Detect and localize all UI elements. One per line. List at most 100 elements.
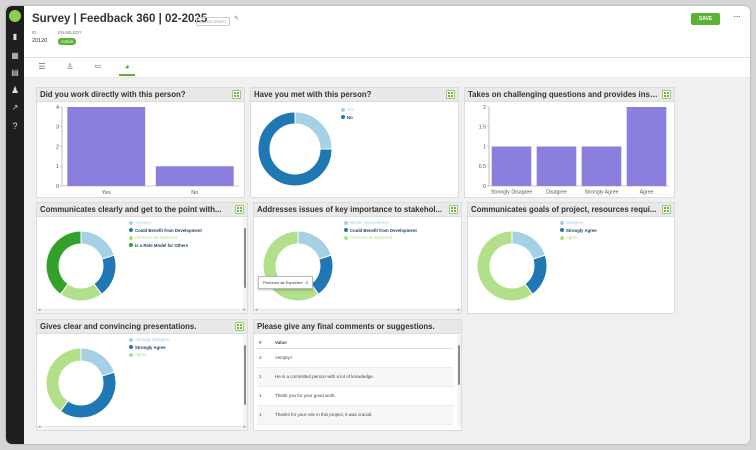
x-tick-label: No: [191, 190, 198, 196]
page-title: Survey | Feedback 360 | 02-2025: [32, 13, 208, 25]
x-tick-label: Strongly Disagree: [491, 190, 532, 196]
column-header: Value: [275, 337, 453, 349]
horizontal-scrollbar[interactable]: [37, 424, 247, 430]
chart-legend: Strongly Disagree Strongly Agree Agree: [129, 336, 169, 359]
scrollbar-thumb[interactable]: [458, 345, 460, 385]
bar-chart-icon[interactable]: ▮: [12, 32, 18, 41]
donut-slice: [80, 347, 115, 377]
card-header: Have you met with this person?: [251, 88, 458, 102]
legend-label: Performs as Expected: [135, 235, 178, 241]
legend-item[interactable]: Agree: [560, 234, 597, 242]
chart-card: Gives clear and convincing presentations…: [36, 319, 248, 431]
chart-legend: <empty> Could Benefit from Development Per…: [129, 219, 202, 249]
tab-numbered-list[interactable]: ≔: [90, 62, 106, 76]
legend-item[interactable]: Agree: [129, 351, 169, 359]
legend-item[interactable]: Could Benefit from Development: [129, 227, 202, 235]
legend-swatch: [129, 337, 133, 342]
tab-people[interactable]: ♙: [62, 62, 78, 76]
donut-slice: [80, 230, 115, 260]
card-header: Communicates goals of project, resources…: [468, 203, 674, 217]
chart-legend: Needs Improvement Could Benefit from Deve…: [344, 219, 417, 242]
legend-label: Strongly Disagree: [135, 337, 170, 343]
donut-chart: [476, 230, 548, 302]
legend-item[interactable]: <empty>: [129, 219, 202, 227]
scrollbar-thumb[interactable]: [244, 345, 246, 405]
legend-item[interactable]: Needs Improvement: [344, 219, 417, 227]
donut-slice: [45, 347, 82, 413]
tab-charts[interactable]: ◕: [119, 62, 135, 76]
id-label: ID: [32, 30, 37, 35]
left-nav-rail: ▮ ▦ ▤ ♟ ↗ ?: [6, 6, 24, 444]
legend-swatch: [344, 235, 348, 240]
legend-swatch: [129, 352, 133, 357]
save-button[interactable]: SAVE: [691, 13, 720, 25]
vertical-scrollbar[interactable]: [243, 218, 247, 309]
legend-item[interactable]: Could Benefit from Development: [344, 227, 417, 235]
chart-tooltip: Performs as Expected : 3: [258, 276, 313, 289]
legend-label: <empty>: [135, 220, 152, 226]
bar: [155, 166, 234, 186]
y-tick-label: 1.5: [479, 125, 486, 131]
legend-item[interactable]: Disagree: [560, 219, 597, 227]
more-options-button[interactable]: ···: [733, 11, 741, 22]
grid-icon[interactable]: [662, 90, 671, 99]
card-header: Addresses issues of key importance to st…: [254, 203, 461, 217]
legend-swatch: [129, 220, 133, 225]
grid-icon[interactable]: [449, 205, 458, 214]
table-row: 2 <empty>: [257, 348, 453, 368]
dashboard-icon[interactable]: ▦: [11, 51, 19, 60]
card-title: Communicates goals of project, resources…: [471, 205, 657, 214]
grid-icon[interactable]: [235, 205, 244, 214]
legend-label: Agree: [566, 235, 578, 241]
x-tick-label: Disagree: [546, 190, 567, 196]
legend-label: Could Benefit from Development: [350, 227, 417, 233]
card-header: Communicates clearly and get to the poin…: [37, 203, 247, 217]
grid-icon[interactable]: [232, 90, 241, 99]
chart-card: Takes on challenging questions and provi…: [464, 87, 675, 198]
bar: [536, 146, 577, 186]
legend-item[interactable]: Strongly Agree: [560, 227, 597, 235]
legend-swatch: [344, 220, 348, 225]
legend-item[interactable]: Performs as Expected: [129, 234, 202, 242]
legend-label: Performs as Expected: [350, 235, 393, 241]
legend-label: Agree: [135, 352, 147, 358]
tab-list[interactable]: ☰: [34, 62, 50, 76]
edit-icon[interactable]: ✎: [234, 16, 240, 22]
legend-item[interactable]: Strongly Disagree: [129, 336, 169, 344]
grid-icon[interactable]: [235, 322, 244, 331]
list-icon[interactable]: ▤: [11, 68, 19, 77]
help-icon[interactable]: ?: [12, 121, 18, 131]
vertical-scrollbar[interactable]: [457, 335, 461, 426]
horizontal-scrollbar[interactable]: [37, 307, 247, 313]
vertical-scrollbar[interactable]: [243, 335, 247, 426]
donut-chart: [262, 230, 334, 302]
grid-icon[interactable]: [446, 90, 455, 99]
app-window: ▮ ▦ ▤ ♟ ↗ ? Survey | Feedback 360 | 02-2…: [6, 6, 750, 444]
y-tick-label: 1: [483, 144, 486, 150]
grid-icon[interactable]: [662, 205, 671, 214]
y-tick-label: 3: [56, 125, 59, 131]
table-header-row: # Value: [257, 337, 453, 349]
legend-item[interactable]: Performs as Expected: [344, 234, 417, 242]
y-tick-label: 1: [56, 164, 59, 170]
table-row: 1 He is a committed person with a lot of …: [257, 367, 453, 387]
users-icon[interactable]: ♟: [11, 85, 20, 95]
card-header: Gives clear and convincing presentations…: [37, 320, 247, 334]
chart-card: Addresses issues of key importance to st…: [253, 202, 462, 314]
comments-card: Please give any final comments or sugges…: [253, 319, 462, 431]
legend-item[interactable]: No: [341, 114, 354, 122]
chart-card: Did you work directly with this person? …: [36, 87, 245, 198]
chart-card: Communicates clearly and get to the poin…: [36, 202, 248, 314]
numbered-list-icon: ≔: [94, 62, 102, 71]
legend-item[interactable]: Is a Role Model for Others: [129, 242, 202, 250]
export-icon[interactable]: ↗: [11, 103, 19, 112]
legend-item[interactable]: Strongly Agree: [129, 344, 169, 352]
pie-chart-icon: ◕: [124, 62, 130, 71]
legend-item[interactable]: Yes: [341, 106, 354, 114]
legend-swatch: [341, 115, 345, 120]
horizontal-scrollbar[interactable]: [254, 307, 461, 313]
legend-label: Strongly Agree: [566, 227, 597, 233]
app-logo[interactable]: [9, 10, 21, 22]
scrollbar-thumb[interactable]: [244, 228, 246, 288]
bar: [491, 146, 532, 186]
